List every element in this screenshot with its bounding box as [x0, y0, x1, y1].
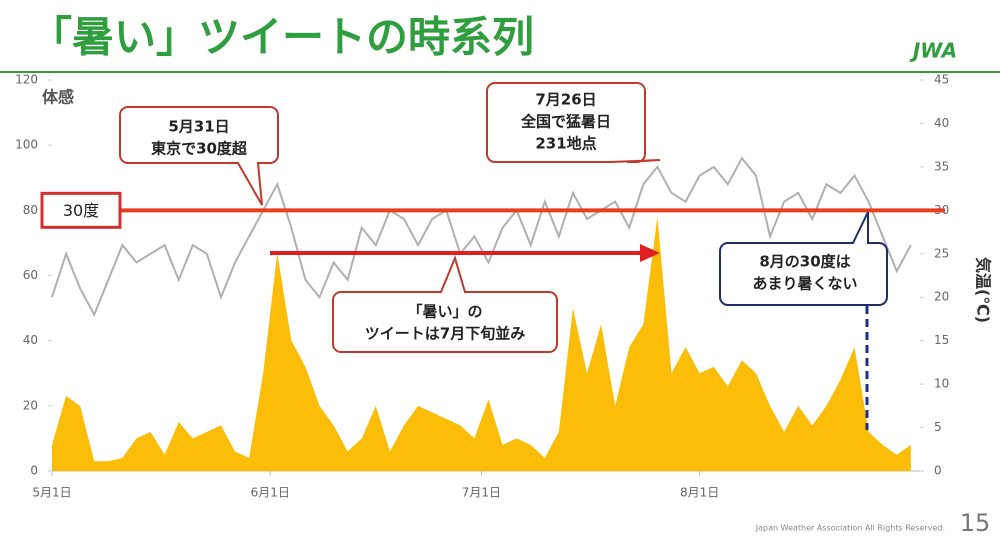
- callout: [486, 82, 661, 163]
- y2-tick-label: 35: [934, 159, 949, 173]
- callout: [332, 254, 558, 353]
- temperature-line: [51, 156, 912, 317]
- x-tick-label: 7月1日: [462, 486, 501, 500]
- annotation-text: あまり暑くない: [752, 275, 857, 293]
- footer: Japan Weather Association All Rights Res…: [755, 524, 945, 533]
- y-tick-label: 0: [30, 464, 38, 478]
- y2-tick-label: 40: [934, 116, 949, 130]
- tweet-area: [52, 216, 911, 471]
- y2-tick-label: 10: [934, 377, 949, 391]
- x-tick-label: 8月1日: [680, 486, 719, 500]
- y2-tick-label: 20: [934, 290, 949, 304]
- annotation-text: ツイートは7月下旬並み: [365, 325, 525, 343]
- annotation-text: 7月26日: [535, 91, 596, 109]
- y2-tick-label: 5: [934, 420, 942, 434]
- x-tick-label: 5月1日: [32, 486, 71, 500]
- y-tick-label: 40: [23, 333, 38, 347]
- y-tick-label: 120: [15, 73, 38, 87]
- annotation-text: 5月31日: [168, 118, 229, 136]
- threshold-box: [40, 191, 122, 229]
- threshold-label: 30度: [63, 201, 99, 220]
- y-label: 体感: [42, 88, 74, 107]
- annotation-text: 東京で30度超: [151, 140, 248, 158]
- y-tick-label: 100: [15, 138, 38, 152]
- annotation-text: 231地点: [535, 135, 596, 153]
- y-tick-label: 20: [23, 398, 38, 412]
- plot: 0204060801001200510152025303540455月1日6月1…: [15, 73, 949, 500]
- y-tick-label: 80: [23, 203, 38, 217]
- x-tick-label: 6月1日: [251, 486, 290, 500]
- callout: [119, 106, 279, 206]
- annotation-text: 8月の30度は: [759, 253, 850, 271]
- y2-tick-label: 0: [934, 464, 942, 478]
- arrow-head: [640, 244, 660, 262]
- page-number: 15: [960, 509, 991, 537]
- annotation-text: 全国で猛暑日: [520, 113, 611, 131]
- logo: JWA: [909, 39, 957, 63]
- y2-tick-label: 15: [934, 333, 949, 347]
- y2-tick-label: 25: [934, 246, 949, 260]
- callout: [719, 211, 888, 306]
- annotation-text: 「暑い」の: [407, 303, 482, 321]
- y2-label: 気温(℃): [974, 257, 993, 323]
- y2-tick-label: 45: [934, 73, 949, 87]
- y-tick-label: 60: [23, 268, 38, 282]
- title: 「暑い」ツイートの時系列: [30, 13, 534, 62]
